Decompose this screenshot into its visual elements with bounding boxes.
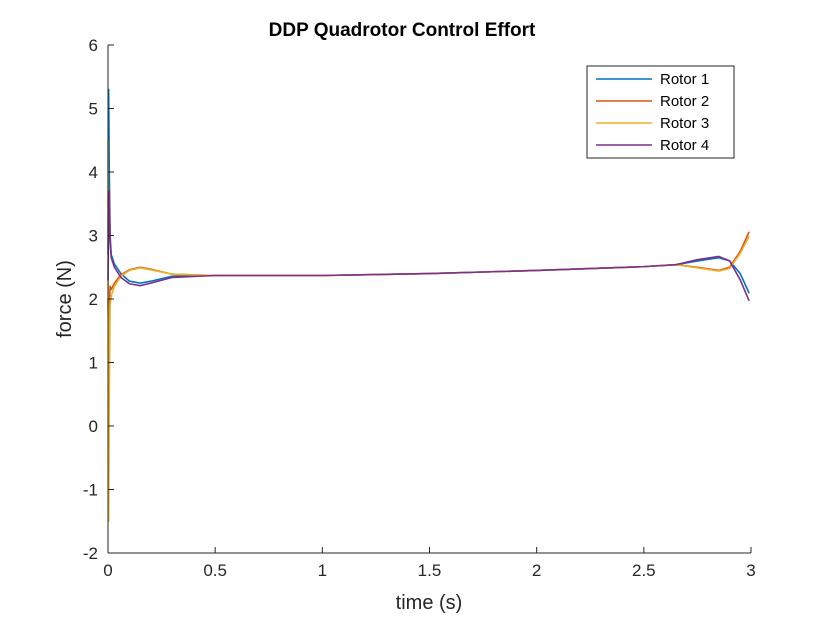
plot-area: 0 0.5 1 1.5 2 2.5 3 -2 -1 0 1 2 3 4 5 6 xyxy=(83,36,756,580)
y-tick-label: 1 xyxy=(89,354,98,373)
x-tick-label: 1.5 xyxy=(418,561,442,580)
legend-label-rotor-4: Rotor 4 xyxy=(660,137,709,154)
series-line-rotor-4 xyxy=(107,190,750,302)
x-tick-label: 0 xyxy=(103,561,112,580)
series-layer xyxy=(107,88,750,523)
legend-items: Rotor 1 Rotor 2 Rotor 3 Rotor 4 xyxy=(596,71,709,154)
y-tick-label: -2 xyxy=(83,544,98,563)
x-axis-label: time (s) xyxy=(396,592,463,614)
x-tick-label: 3 xyxy=(746,561,755,580)
y-tick-label: 0 xyxy=(89,417,98,436)
x-tick-label: 2.5 xyxy=(632,561,656,580)
y-tick-label: 2 xyxy=(89,290,98,309)
y-tick-label: 6 xyxy=(89,36,98,55)
x-tick-label: 0.5 xyxy=(203,561,227,580)
legend-label-rotor-1: Rotor 1 xyxy=(660,71,709,88)
y-tick-label: -1 xyxy=(83,481,98,500)
y-tick-label: 5 xyxy=(89,100,98,119)
legend-label-rotor-2: Rotor 2 xyxy=(660,93,709,110)
series-line-rotor-3 xyxy=(107,139,750,523)
legend: Rotor 1 Rotor 2 Rotor 3 Rotor 4 xyxy=(586,65,735,159)
y-axis-label: force (N) xyxy=(54,260,76,338)
x-tick-label: 2 xyxy=(532,561,541,580)
legend-label-rotor-3: Rotor 3 xyxy=(660,115,709,132)
x-ticks: 0 0.5 1 1.5 2 2.5 3 xyxy=(103,547,756,580)
y-tick-label: 3 xyxy=(89,227,98,246)
chart-title: DDP Quadrotor Control Effort xyxy=(269,20,536,41)
y-tick-label: 4 xyxy=(89,163,98,182)
legend-box xyxy=(586,65,735,159)
y-ticks: -2 -1 0 1 2 3 4 5 6 xyxy=(83,36,114,563)
x-tick-label: 1 xyxy=(318,561,327,580)
